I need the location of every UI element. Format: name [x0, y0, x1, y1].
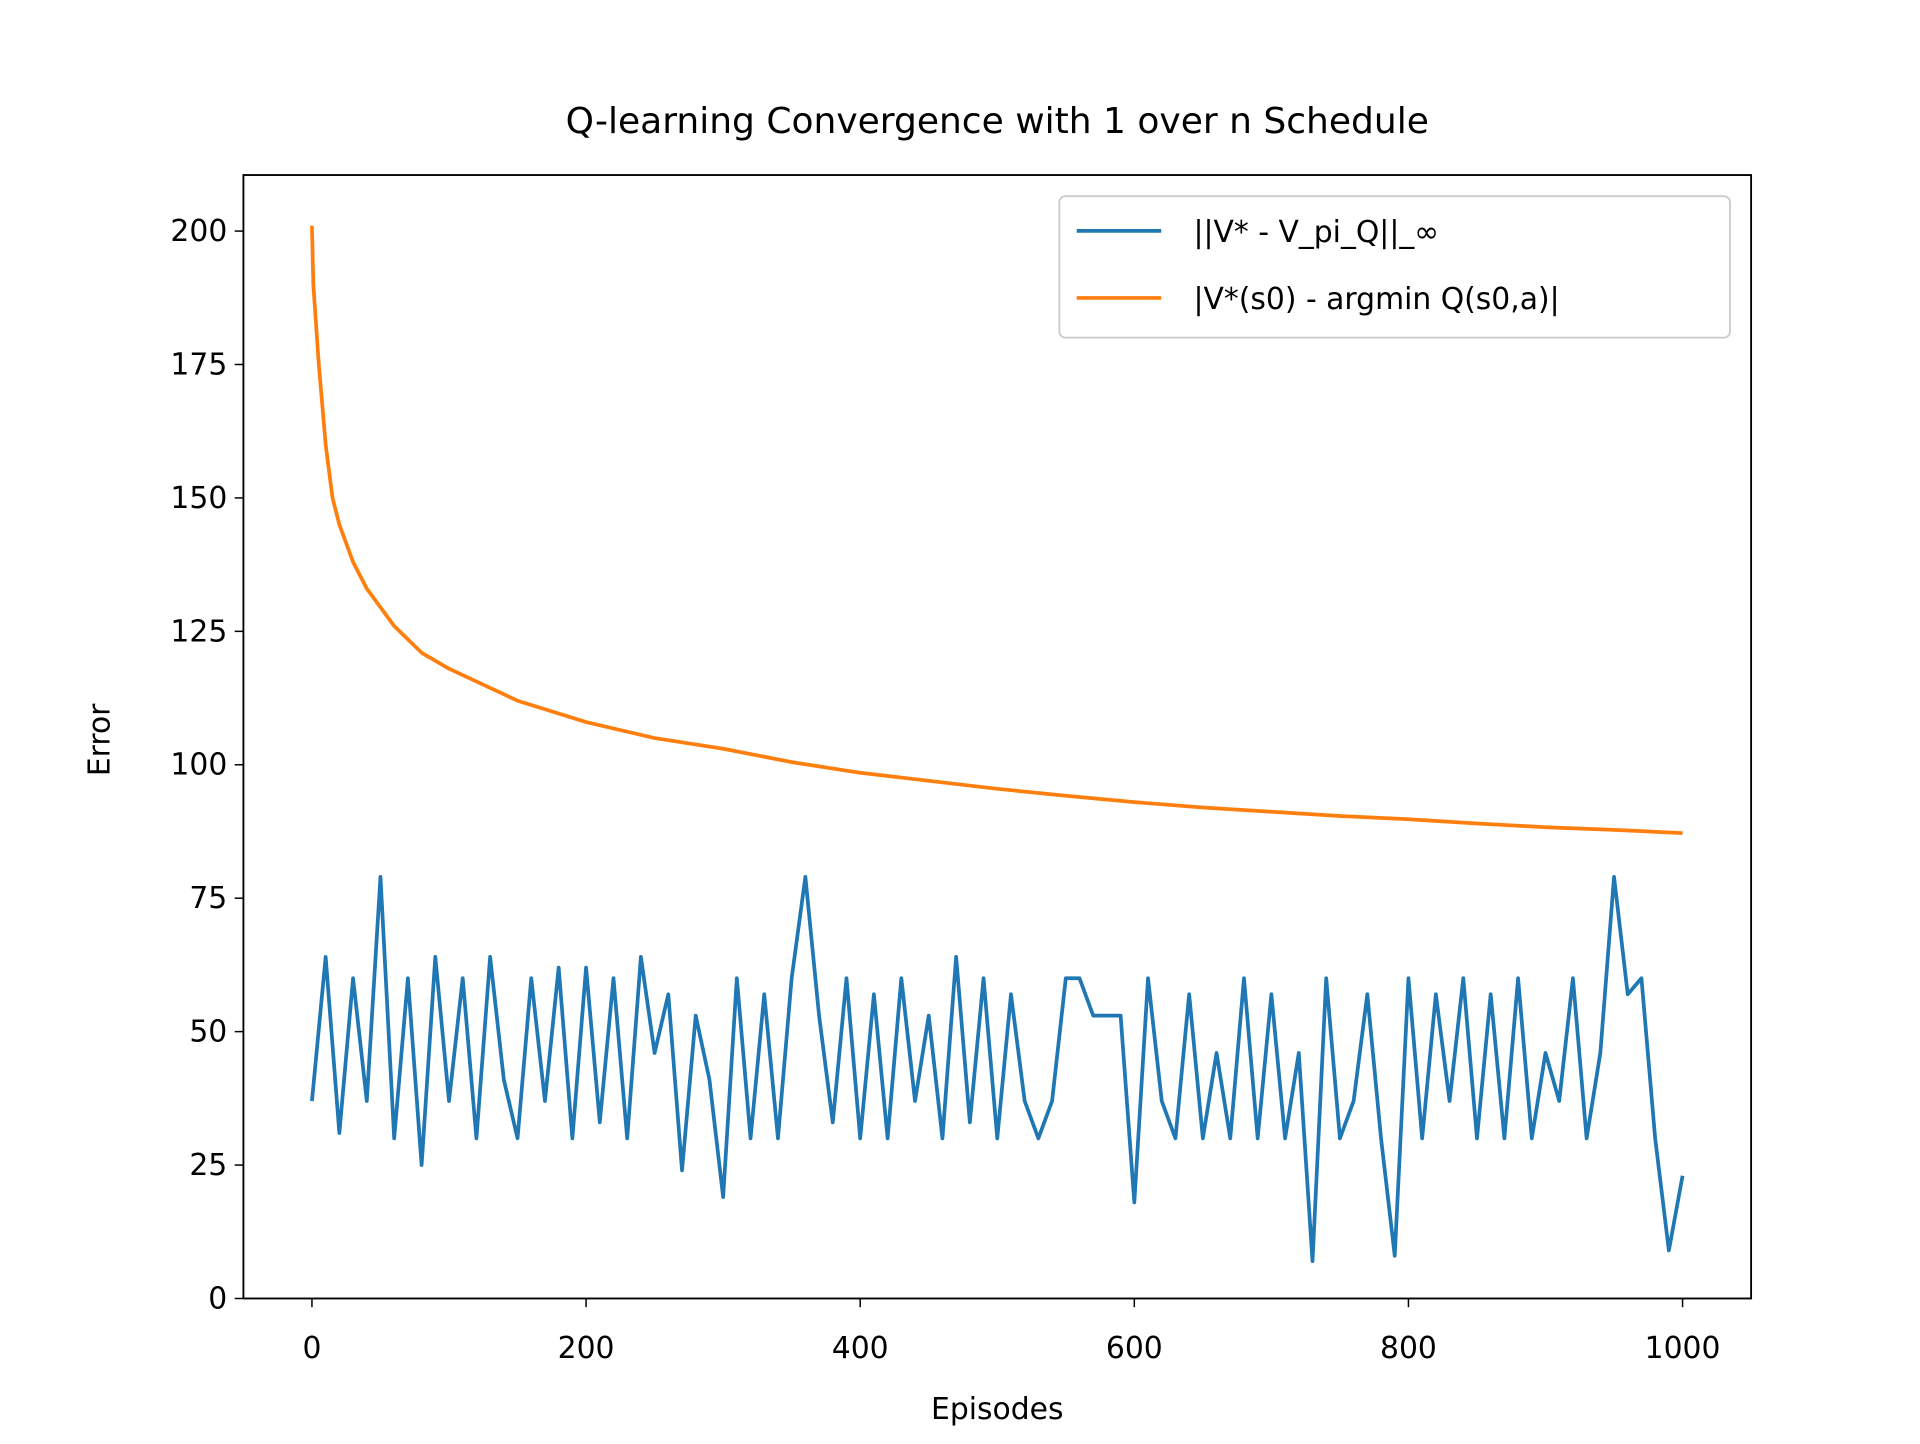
legend-label: ||V* - V_pi_Q||_∞: [1193, 215, 1439, 250]
y-tick-label: 125: [170, 614, 227, 649]
chart-title: Q-learning Convergence with 1 over n Sch…: [566, 101, 1429, 142]
y-tick-label: 150: [170, 481, 227, 516]
y-tick-label: 25: [189, 1148, 227, 1183]
legend: ||V* - V_pi_Q||_∞ |V*(s0) - argmin Q(s0,a…: [1058, 195, 1731, 339]
y-tick-label: 175: [170, 347, 227, 382]
series-line: [310, 874, 1685, 1263]
y-tick-label: 75: [189, 881, 227, 916]
series-line: [310, 225, 1683, 835]
x-axis-label: Episodes: [931, 1392, 1064, 1427]
plot-frame: [242, 174, 1753, 1300]
legend-box: [1058, 195, 1731, 339]
y-tick-label: 200: [170, 214, 227, 249]
x-tick-label: 1000: [1645, 1331, 1721, 1366]
y-tick-label: 0: [208, 1281, 227, 1316]
x-tick-label: 200: [558, 1331, 615, 1366]
x-tick-label: 800: [1380, 1331, 1437, 1366]
y-tick-label: 50: [189, 1015, 227, 1050]
y-axis-label: Error: [82, 703, 117, 776]
y-tick-label: 100: [170, 748, 227, 783]
x-tick-label: 400: [832, 1331, 889, 1366]
x-tick-label: 0: [302, 1331, 321, 1366]
legend-label: |V*(s0) - argmin Q(s0,a)|: [1193, 282, 1559, 317]
x-tick-label: 600: [1106, 1331, 1163, 1366]
